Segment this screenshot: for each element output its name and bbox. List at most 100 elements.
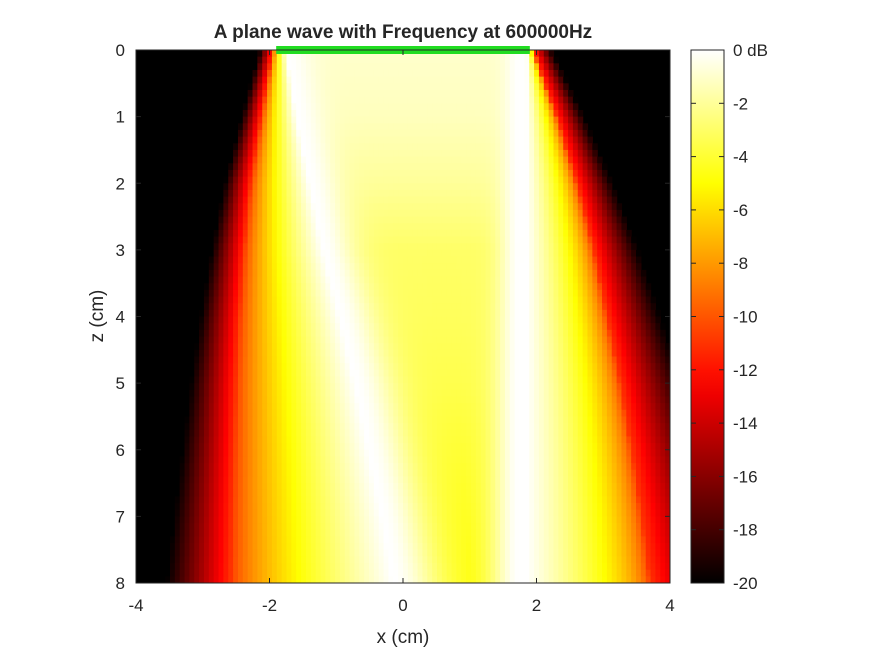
heatmap-cell	[271, 236, 278, 244]
heatmap-cell	[252, 129, 258, 138]
heatmap-cell	[223, 423, 229, 431]
heatmap-cell	[509, 56, 516, 64]
heatmap-cell	[655, 376, 661, 384]
heatmap-cell	[286, 249, 292, 258]
heatmap-cell	[534, 416, 540, 424]
heatmap-cell	[650, 356, 657, 364]
heatmap-cell	[247, 243, 254, 251]
heatmap-cell	[233, 256, 239, 264]
heatmap-cell	[354, 69, 360, 78]
heatmap-cell	[223, 269, 229, 278]
heatmap-cell	[582, 409, 589, 418]
heatmap-cell	[480, 209, 487, 218]
heatmap-cell	[606, 316, 613, 324]
heatmap-cell	[417, 229, 424, 238]
heatmap-cell	[286, 376, 292, 384]
heatmap-cell	[543, 296, 550, 304]
heatmap-cell	[412, 196, 419, 204]
heatmap-cell	[470, 103, 477, 111]
heatmap-cell	[645, 383, 652, 391]
heatmap-cell	[519, 203, 525, 211]
heatmap-cell	[611, 223, 618, 231]
heatmap-cell	[325, 156, 331, 164]
heatmap-cell	[504, 63, 511, 71]
heatmap-cell	[568, 409, 574, 418]
heatmap-cell	[495, 169, 501, 178]
heatmap-cell	[461, 129, 467, 138]
heatmap-cell	[383, 183, 390, 191]
heatmap-cell	[267, 143, 273, 151]
heatmap-cell	[383, 396, 390, 404]
heatmap-cell	[611, 383, 618, 391]
heatmap-cell	[660, 323, 666, 331]
heatmap-cell	[398, 163, 404, 171]
heatmap-cell	[383, 189, 390, 198]
heatmap-cell	[315, 323, 322, 331]
heatmap-cell	[383, 349, 390, 358]
heatmap-cell	[563, 289, 569, 298]
heatmap-cell	[276, 343, 283, 351]
heatmap-cell	[427, 83, 433, 91]
heatmap-cell	[480, 296, 487, 304]
heatmap-cell	[373, 229, 380, 238]
heatmap-cell	[349, 409, 356, 418]
heatmap-cell	[597, 403, 603, 411]
heatmap-cell	[534, 349, 540, 358]
heatmap-cell	[548, 383, 555, 391]
heatmap-cell	[563, 423, 569, 431]
heatmap-cell	[393, 229, 399, 238]
heatmap-cell	[213, 416, 220, 424]
heatmap-cell	[529, 83, 535, 91]
heatmap-cell	[553, 269, 559, 278]
heatmap-cell	[218, 203, 224, 211]
heatmap-cell	[315, 316, 322, 324]
heatmap-cell	[398, 156, 404, 164]
heatmap-cell	[626, 276, 632, 284]
heatmap-cell	[262, 276, 268, 284]
heatmap-cell	[281, 143, 288, 151]
heatmap-cell	[373, 83, 380, 91]
heatmap-cell	[310, 89, 317, 98]
heatmap-cell	[514, 156, 521, 164]
heatmap-cell	[301, 216, 307, 224]
heatmap-cell	[587, 416, 593, 424]
heatmap-cell	[315, 56, 322, 64]
heatmap-cell	[267, 196, 273, 204]
heatmap-cell	[286, 203, 292, 211]
heatmap-cell	[480, 269, 487, 278]
heatmap-cell	[325, 69, 331, 78]
heatmap-cell	[485, 96, 491, 104]
heatmap-cell	[237, 256, 244, 264]
heatmap-cell	[383, 143, 390, 151]
heatmap-cell	[451, 69, 457, 78]
heatmap-cell	[621, 389, 627, 398]
heatmap-cell	[597, 349, 603, 358]
heatmap-cell	[529, 389, 535, 398]
heatmap-cell	[524, 356, 530, 364]
heatmap-cell	[388, 283, 394, 291]
heatmap-cell	[354, 343, 360, 351]
heatmap-cell	[296, 356, 302, 364]
heatmap-cell	[563, 96, 569, 104]
heatmap-cell	[271, 216, 278, 224]
heatmap-cell	[267, 376, 273, 384]
heatmap-cell	[286, 116, 292, 124]
heatmap-cell	[233, 183, 239, 191]
heatmap-cell	[485, 203, 491, 211]
heatmap-cell	[597, 369, 603, 378]
heatmap-cell	[271, 143, 278, 151]
heatmap-cell	[650, 349, 657, 358]
heatmap-cell	[534, 249, 540, 258]
heatmap-cell	[432, 389, 438, 398]
heatmap-cell	[301, 209, 307, 218]
heatmap-cell	[587, 303, 593, 311]
heatmap-cell	[315, 383, 322, 391]
heatmap-cell	[538, 229, 545, 238]
heatmap-cell	[373, 136, 380, 144]
heatmap-cell	[519, 249, 525, 258]
heatmap-cell	[315, 343, 322, 351]
heatmap-cell	[267, 156, 273, 164]
heatmap-cell	[504, 396, 511, 404]
heatmap-cell	[427, 169, 433, 178]
heatmap-cell	[582, 403, 589, 411]
